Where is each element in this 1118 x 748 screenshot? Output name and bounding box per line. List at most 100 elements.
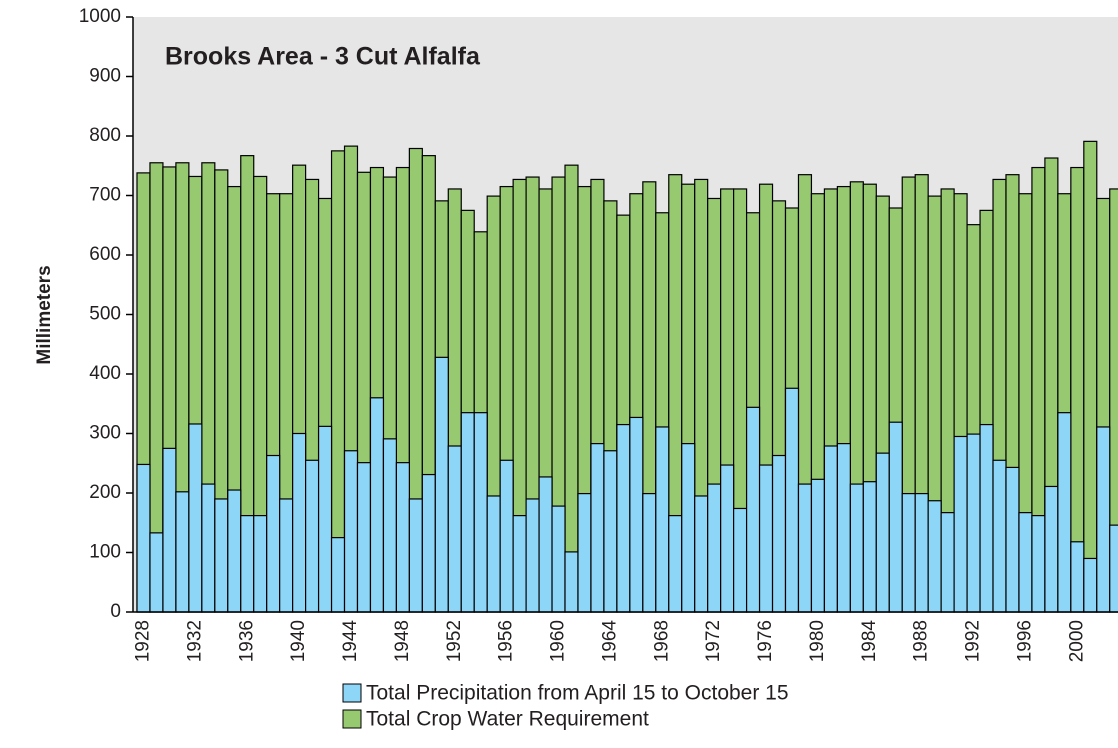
y-tick-label: 900 xyxy=(89,66,121,87)
bar xyxy=(849,483,864,613)
bar xyxy=(512,515,527,613)
bar xyxy=(1005,466,1020,613)
bar xyxy=(1031,515,1046,613)
bar xyxy=(240,515,255,613)
bar xyxy=(421,473,436,613)
bar xyxy=(577,492,592,613)
bar xyxy=(642,492,657,613)
bar xyxy=(629,416,644,613)
bar xyxy=(447,445,462,613)
bar xyxy=(279,498,294,613)
bar xyxy=(538,476,553,613)
y-tick-label: 800 xyxy=(89,125,121,146)
x-tick-label: 1964 xyxy=(599,620,620,663)
legend: Total Precipitation from April 15 to Oct… xyxy=(342,682,789,731)
y-axis-label: Millimeters xyxy=(34,265,55,364)
bar xyxy=(201,483,216,613)
bar xyxy=(434,356,449,613)
bar xyxy=(1096,426,1111,613)
y-tick-label: 600 xyxy=(89,244,121,265)
bar xyxy=(590,443,605,613)
bar xyxy=(162,447,177,613)
legend-swatch xyxy=(342,683,362,703)
bar xyxy=(473,412,488,613)
legend-swatch xyxy=(342,709,362,729)
bar xyxy=(382,438,397,613)
bar xyxy=(758,464,774,613)
bar xyxy=(966,433,981,613)
bar xyxy=(823,445,838,613)
y-tick-label: 300 xyxy=(89,423,121,444)
bar xyxy=(836,443,851,613)
bar xyxy=(953,435,968,613)
bar xyxy=(1018,512,1033,613)
bar xyxy=(1109,524,1118,613)
bar xyxy=(888,421,903,613)
bar xyxy=(188,423,203,613)
bar xyxy=(369,397,385,613)
bar xyxy=(797,483,813,613)
x-tick-label: 1972 xyxy=(703,620,724,662)
bar xyxy=(979,423,994,613)
bar xyxy=(486,495,501,613)
bar xyxy=(292,432,307,613)
bar xyxy=(330,537,346,613)
bar xyxy=(136,463,151,613)
legend-label: Total Precipitation from April 15 to Oct… xyxy=(366,682,789,705)
y-tick-label: 500 xyxy=(89,304,121,325)
x-tick-label: 1948 xyxy=(392,620,413,662)
bar xyxy=(1044,485,1059,613)
x-tick-label: 1952 xyxy=(444,620,465,662)
x-tick-label: 1936 xyxy=(236,620,257,662)
bar xyxy=(227,489,242,613)
bar xyxy=(927,500,942,613)
bar xyxy=(305,459,320,613)
x-tick-label: 1984 xyxy=(859,620,880,663)
y-tick-label: 700 xyxy=(89,185,121,206)
x-tick-label: 2000 xyxy=(1066,620,1087,662)
y-tick-label: 200 xyxy=(89,482,121,503)
bar xyxy=(551,505,566,613)
y-tick-label: 1000 xyxy=(79,6,121,27)
bar xyxy=(694,495,709,613)
bar xyxy=(460,412,475,613)
bar xyxy=(771,454,787,613)
bar xyxy=(616,423,631,613)
bar xyxy=(875,452,890,613)
bar xyxy=(655,426,670,613)
y-tick-label: 0 xyxy=(110,601,121,622)
legend-label: Total Crop Water Requirement xyxy=(366,708,649,731)
x-tick-label: 1956 xyxy=(496,620,517,662)
bar xyxy=(343,450,359,613)
bar xyxy=(810,478,826,613)
bar xyxy=(745,406,761,613)
x-tick-label: 1944 xyxy=(340,620,361,663)
x-tick-label: 1996 xyxy=(1014,620,1035,662)
bar xyxy=(733,507,748,613)
x-tick-label: 1976 xyxy=(755,620,776,662)
x-tick-label: 1992 xyxy=(963,620,984,662)
chart-title: Brooks Area - 3 Cut Alfalfa xyxy=(165,43,481,71)
x-tick-label: 1940 xyxy=(288,620,309,662)
bar xyxy=(214,498,229,613)
bar xyxy=(1070,541,1085,613)
bar xyxy=(149,532,164,613)
y-tick-label: 400 xyxy=(89,363,121,384)
bar xyxy=(525,498,540,613)
x-tick-label: 1932 xyxy=(184,620,205,662)
bar xyxy=(356,462,372,613)
bar xyxy=(395,462,410,613)
bar xyxy=(603,450,618,613)
bar xyxy=(940,512,955,613)
bar xyxy=(175,491,190,613)
bar xyxy=(992,459,1007,613)
bar xyxy=(720,464,735,613)
bar xyxy=(408,498,423,613)
bar xyxy=(1057,412,1072,613)
bar xyxy=(1083,140,1098,613)
x-tick-label: 1968 xyxy=(651,620,672,662)
bar xyxy=(681,443,696,613)
x-tick-label: 1960 xyxy=(548,620,569,662)
bar xyxy=(707,483,722,613)
